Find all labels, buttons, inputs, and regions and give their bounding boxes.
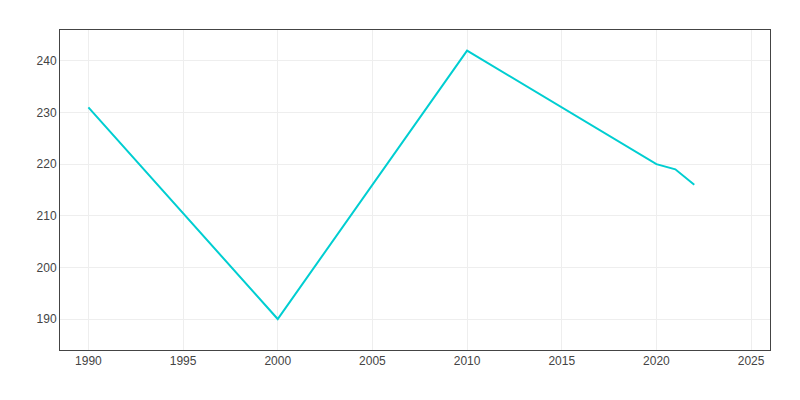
svg-text:230: 230	[37, 106, 57, 120]
svg-text:1990: 1990	[75, 354, 102, 368]
svg-text:1995: 1995	[170, 354, 197, 368]
svg-text:240: 240	[37, 54, 57, 68]
svg-text:2020: 2020	[643, 354, 670, 368]
svg-text:2015: 2015	[548, 354, 575, 368]
svg-text:2005: 2005	[359, 354, 386, 368]
svg-text:190: 190	[37, 312, 57, 326]
svg-text:200: 200	[37, 261, 57, 275]
svg-text:2025: 2025	[738, 354, 765, 368]
svg-text:2000: 2000	[264, 354, 291, 368]
svg-text:210: 210	[37, 209, 57, 223]
svg-text:220: 220	[37, 157, 57, 171]
svg-text:2010: 2010	[454, 354, 481, 368]
